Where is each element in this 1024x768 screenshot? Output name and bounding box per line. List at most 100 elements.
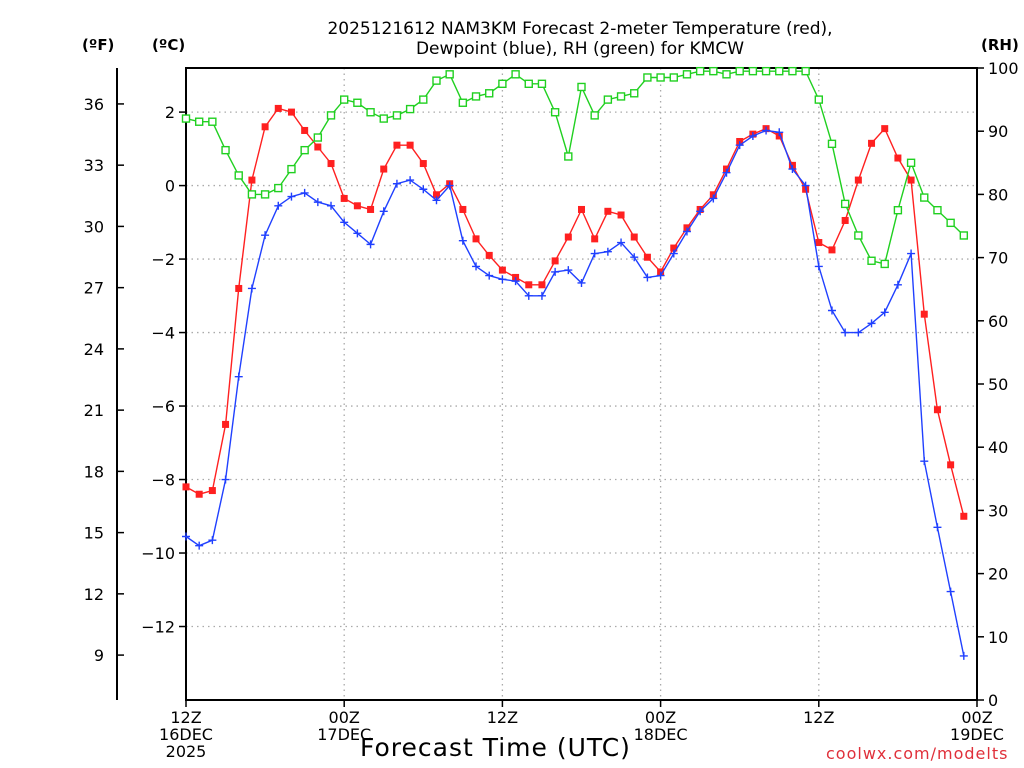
temperature-point [367,205,375,213]
x-tick-label: 16DEC [159,725,213,744]
celsius-tick-label: −8 [151,471,175,490]
rh-point [959,231,969,240]
rh-point [274,183,283,193]
rh-tick-label: 100 [988,59,1019,78]
x-axis-title: Forecast Time (UTC) [360,733,631,762]
temperature-point [498,266,506,274]
temperature-point [419,160,427,168]
dewpoint-point [814,262,823,271]
temperature-point [406,141,414,149]
dewpoint-point [261,231,270,240]
fahrenheit-tick-label: 30 [84,217,104,236]
dewpoint-point [353,229,362,238]
fahrenheit-tick-label: 24 [84,340,104,359]
rh-point [234,171,243,180]
fahrenheit-tick-label: 36 [84,95,104,114]
dewpoint-point [445,181,454,190]
axes [116,67,984,707]
fahrenheit-tick-label: 12 [84,585,104,604]
dewpoint-point [854,328,863,337]
rh-point [550,108,560,117]
temperature-point [578,205,585,213]
rh-point [761,66,771,76]
rh-tick-label: 20 [988,565,1008,584]
rh-point [405,104,415,114]
dewpoint-point [458,236,467,245]
fahrenheit-tick-label: 15 [84,524,104,543]
rh-point [801,66,810,76]
rh-point [221,145,230,155]
temperature-point [617,211,625,219]
x-tick-label: 19DEC [950,725,1004,744]
rh-point [511,70,520,79]
rh-point [775,66,784,76]
temperature-point [459,205,467,213]
rh-point [695,66,705,76]
temperature-point [920,310,928,318]
temperature-point [195,490,203,498]
rh-tick-label: 60 [988,312,1008,331]
rh-point [260,190,270,199]
dewpoint-point [643,273,652,282]
temperature-point [881,125,889,133]
rh-point [616,92,626,101]
rh-point [603,95,613,104]
rh-point [287,164,296,174]
temperature-point [248,176,256,184]
dewpoint-point [920,457,929,466]
rh-point [893,205,903,215]
rh-point [854,231,863,240]
temperature-point [947,461,955,469]
dewpoint-point [327,201,336,210]
dewpoint-point [880,308,889,317]
dewpoint-point [234,372,243,381]
rh-point [867,256,876,265]
rh-point [524,79,533,89]
dewpoint-point [577,278,586,287]
rh-point [577,82,586,92]
dewpoint-point [603,247,612,256]
x-tick-label: 12Z [803,708,834,727]
rh-point [643,73,652,82]
temperature-point [208,487,216,495]
rh-point [788,66,797,76]
rh-point [590,111,599,120]
temperature-point [564,233,572,241]
rh-point [300,145,309,155]
dewpoint-point [247,284,256,293]
rh-point [656,73,665,82]
data-series [181,66,969,660]
dewpoint-point [722,168,731,177]
rh-point [498,79,507,89]
fahrenheit-tick-label: 33 [84,156,104,175]
temperature-point [538,281,546,289]
celsius-tick-label: −10 [141,544,175,563]
dewpoint-point [946,587,955,596]
celsius-tick-label: −6 [151,397,175,416]
temperature-point [182,483,190,491]
temperature-point [261,123,269,131]
celsius-tick-label: −4 [151,324,175,343]
dewpoint-point [300,188,309,197]
rh-point [181,114,191,123]
rh-point [880,259,889,269]
rh-point [194,117,204,126]
rh-unit-label: (RH) [981,36,1019,54]
x-tick-label: 00Z [961,708,992,727]
rh-point [432,76,441,85]
dewpoint-point [933,523,942,532]
rh-tick-label: 80 [988,185,1008,204]
temperature-point [551,257,559,265]
dewpoint-point [379,207,388,216]
dewpoint-point [537,291,546,300]
dewpoint-point [274,201,283,210]
temperature-point [815,239,823,247]
dewpoint-point [841,328,850,337]
temperature-point [933,406,941,414]
celsius-tick-label: 0 [165,177,175,196]
dewpoint-point [485,271,494,280]
dewpoint-point [867,319,876,328]
x-tick-label: 18DEC [634,725,688,744]
